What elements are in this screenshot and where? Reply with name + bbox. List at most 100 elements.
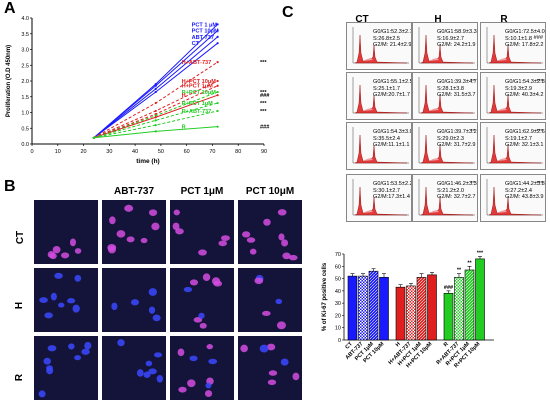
- cycle-phase-value: G0/G1:46.2±3.3: [437, 181, 477, 187]
- cycle-phase-value: G2/M: 31.7±2.9: [437, 142, 476, 149]
- cell-nucleus: [58, 302, 65, 308]
- cell-nucleus: [126, 236, 135, 243]
- proliferation-line-chart: 0 10 20 30 40 50 60 70 80 90 0.0 0.5 1.0 1.5 2.0 2.5 3.0…: [6, 16, 270, 165]
- x-tick-label: 30: [106, 149, 112, 155]
- histogram-s-phase: [363, 58, 373, 61]
- histogram-s-phase: [497, 58, 507, 61]
- cycle-phase-value: G2/M: 32.7±2.7: [437, 194, 476, 201]
- significance-mark: **: [470, 181, 475, 187]
- significance-mark: **: [470, 79, 475, 85]
- series-point: [154, 84, 157, 87]
- bar: [379, 277, 389, 341]
- bar-y-tick-label: 40: [335, 289, 341, 295]
- cell-nucleus: [49, 252, 57, 260]
- cell-nucleus: [151, 222, 160, 231]
- cell-nucleus: [220, 235, 230, 241]
- micro-row-label-r: R: [14, 373, 26, 382]
- cycle-phase-value: S:19.1±2.7: [505, 135, 533, 142]
- bar: [475, 258, 485, 341]
- x-tick-label: 60: [184, 149, 190, 155]
- significance-mark: ***: [536, 79, 543, 85]
- cell-nucleus: [178, 386, 187, 393]
- series-line: [93, 61, 218, 139]
- series-significance: ***: [260, 90, 267, 96]
- bar: [443, 293, 454, 341]
- series-point: [216, 42, 219, 45]
- x-tick-label: 20: [80, 149, 86, 155]
- panel-b-letter: B: [4, 178, 16, 195]
- series-label: CT: [192, 41, 200, 47]
- cell-nucleus: [189, 355, 198, 362]
- cycle-phase-value: G2/M: 17.8±2.2: [505, 42, 544, 49]
- cytometry-histogram: G0/G1:52.3±2.7 S:26.8±2.5 G2/M: 21.4±2.9: [346, 22, 412, 70]
- micro-col-header-abt: ABT-737: [113, 186, 154, 197]
- series-point: [154, 114, 157, 117]
- cell-nucleus: [189, 279, 199, 286]
- cycle-phase-value: S:35.5±2.4: [373, 135, 401, 142]
- x-tick-label: 0: [30, 149, 33, 155]
- cycle-phase-value: S:19.3±2.9: [505, 85, 533, 92]
- series-significance: ***: [260, 60, 267, 66]
- cytometry-histogram: G0/G1:39.3±4.7 S:28.1±3.8 G2/M: 31.5±3.7 **: [412, 72, 478, 120]
- ki67-bar-chart: 0 10 20 30 40 50 60 70 % of Ki-67 positive cells…: [322, 250, 494, 369]
- micro-col-header-pct1: PCT 1μM: [180, 186, 224, 197]
- bar-category-label: H: [395, 341, 402, 348]
- cell-nucleus: [81, 348, 90, 355]
- series-label: R+PCT 1μM: [182, 101, 214, 107]
- y-tick-label: 2.5: [21, 63, 29, 69]
- series-point: [216, 79, 219, 83]
- bar: [347, 275, 358, 341]
- bar-annotation: ###: [444, 285, 453, 291]
- cell-nucleus: [117, 339, 125, 347]
- cell-nucleus: [211, 277, 221, 286]
- cell-nucleus: [52, 245, 61, 254]
- cell-nucleus: [61, 252, 70, 259]
- histogram-s-phase: [429, 210, 439, 213]
- cell-nucleus: [72, 304, 80, 313]
- y-tick-label: 1.0: [21, 111, 29, 117]
- cyto-col-header-r: R: [500, 14, 508, 25]
- cell-nucleus: [278, 233, 285, 241]
- micrograph: [238, 200, 302, 264]
- cell-nucleus: [107, 243, 117, 251]
- cell-nucleus: [156, 374, 164, 383]
- bar-y-tick-label: 30: [335, 301, 341, 307]
- series-label: ABT-737: [192, 35, 214, 41]
- series-point: [154, 90, 157, 94]
- cell-nucleus: [204, 390, 213, 398]
- cell-nucleus: [50, 292, 57, 301]
- cycle-phase-value: S:10.1±1.8: [505, 35, 533, 42]
- series-point: [216, 109, 219, 113]
- x-tick-label: 80: [235, 149, 241, 155]
- series-point: [154, 130, 157, 133]
- cell-nucleus: [246, 237, 256, 243]
- cell-nucleus: [292, 372, 300, 381]
- cell-nucleus: [116, 230, 126, 238]
- cycle-phase-value: G0/G1:53.5±2.2: [373, 181, 412, 187]
- bar: [395, 286, 406, 341]
- cycle-phase-value: G0/G1:72.5±4.0: [505, 29, 545, 35]
- panel-a-letter: A: [4, 0, 16, 17]
- cycle-phase-value: G2/M:11.1±1.1: [373, 142, 410, 149]
- y-tick-label: 0.5: [21, 126, 29, 132]
- cycle-phase-value: G2/M: 40.3±4.2: [505, 92, 544, 99]
- cell-nucleus: [152, 314, 161, 322]
- cell-nucleus: [187, 379, 196, 388]
- histogram-s-phase: [363, 108, 373, 111]
- series-label: R: [182, 125, 186, 131]
- cytometry-histogram: G0/G1:44.2±3.8 S:27.2±2.4 G2/M: 43.8±3.9 **…: [480, 174, 546, 222]
- histogram-s-phase: [497, 158, 507, 161]
- micrograph: [102, 200, 166, 264]
- cycle-phase-value: S:25.1±1.7: [373, 85, 401, 92]
- series-label: H+ABT-737: [182, 60, 212, 66]
- histogram-s-phase: [497, 108, 507, 111]
- cell-nucleus: [74, 274, 82, 282]
- cell-nucleus: [261, 310, 271, 316]
- series-label: PCT 1 μM: [192, 22, 218, 28]
- x-tick-label: 10: [55, 149, 61, 155]
- cell-nucleus: [69, 238, 77, 247]
- micrograph: [102, 336, 166, 400]
- cell-nucleus: [44, 312, 53, 319]
- cell-nucleus: [47, 345, 57, 352]
- cycle-phase-value: G2/M: 43.8±3.9: [505, 194, 544, 201]
